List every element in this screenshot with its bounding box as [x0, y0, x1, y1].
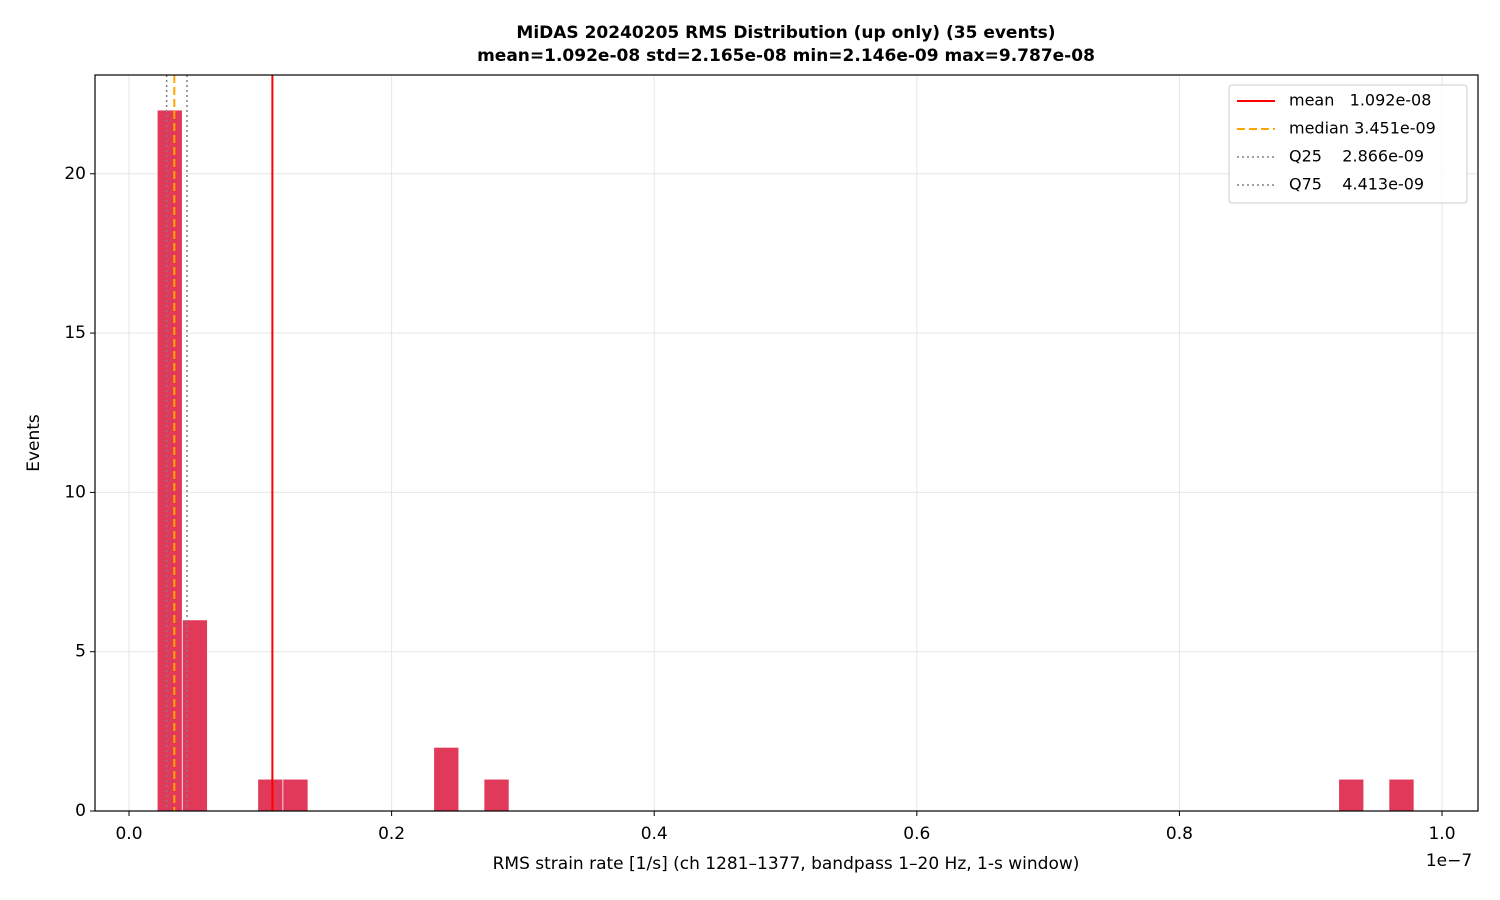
x-tick-label: 0.0: [115, 824, 142, 844]
x-offset-label: 1e−7: [1426, 851, 1472, 871]
x-tick-label: 0.8: [1166, 824, 1193, 844]
y-tick-label: 0: [75, 801, 86, 821]
x-tick-label: 0.2: [378, 824, 405, 844]
legend-label: mean 1.092e-08: [1289, 91, 1431, 110]
x-tick-label: 0.4: [641, 824, 668, 844]
bar: [156, 109, 183, 812]
x-tick-label: 0.6: [903, 824, 930, 844]
legend-label: Q75 4.413e-09: [1289, 175, 1424, 194]
y-tick-label: 20: [64, 164, 86, 184]
bar: [1388, 778, 1415, 812]
y-tick-label: 10: [64, 482, 86, 502]
chart-title: MiDAS 20240205 RMS Distribution (up only…: [516, 23, 1055, 43]
legend-label: median 3.451e-09: [1289, 119, 1436, 138]
y-axis-label: Events: [24, 414, 44, 472]
bar: [282, 778, 309, 812]
bar: [1338, 778, 1365, 812]
y-tick-label: 5: [75, 642, 86, 662]
legend-label: Q25 2.866e-09: [1289, 147, 1424, 166]
chart-subtitle: mean=1.092e-08 std=2.165e-08 min=2.146e-…: [477, 46, 1095, 66]
bar: [483, 778, 510, 812]
plot-frame: [94, 74, 1479, 812]
y-tick-label: 15: [64, 323, 86, 343]
x-tick-label: 1.0: [1428, 824, 1455, 844]
x-axis-label: RMS strain rate [1/s] (ch 1281–1377, ban…: [493, 854, 1080, 874]
bar: [181, 619, 208, 812]
bar: [257, 778, 284, 812]
bar: [433, 746, 460, 812]
legend-box: [1228, 84, 1468, 204]
